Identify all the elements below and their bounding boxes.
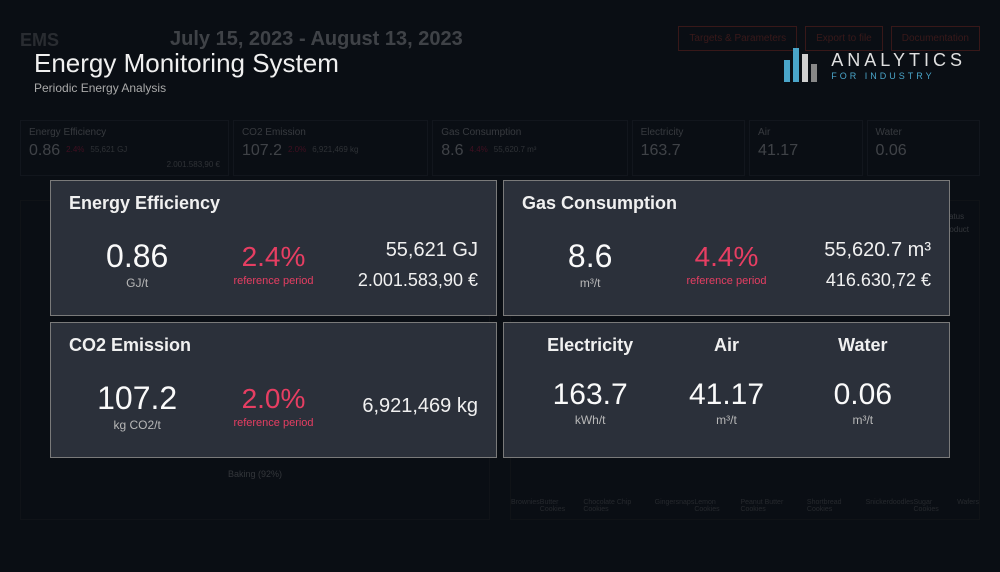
efficiency-delta-label: reference period: [205, 275, 341, 287]
page-title-block: Energy Monitoring System Periodic Energy…: [34, 48, 339, 95]
electricity-unit: kWh/t: [522, 413, 658, 427]
co2-delta: 2.0%: [205, 384, 341, 415]
efficiency-total-energy: 55,621 GJ: [342, 239, 478, 262]
gas-total-volume: 55,620.7 m³: [795, 239, 931, 262]
bg-kpi-label: Electricity: [641, 127, 736, 138]
card-title: CO2 Emission: [69, 335, 478, 356]
gas-value: 8.6: [522, 239, 658, 274]
gas-delta-label: reference period: [658, 275, 794, 287]
water-unit: m³/t: [795, 413, 931, 427]
bg-kpi-label: Energy Efficiency: [29, 127, 220, 138]
bg-kpi-label: CO2 Emission: [242, 127, 419, 138]
bg-kpi-row: Energy Efficiency 0.862.4%55,621 GJ 2.00…: [20, 120, 980, 176]
efficiency-unit: GJ/t: [69, 276, 205, 290]
efficiency-delta: 2.4%: [205, 242, 341, 273]
water-value: 0.06: [795, 378, 931, 411]
efficiency-value: 0.86: [69, 239, 205, 274]
electricity-value: 163.7: [522, 378, 658, 411]
water-title: Water: [795, 335, 931, 356]
card-title: Gas Consumption: [522, 193, 931, 214]
bg-kpi-label: Water: [876, 127, 971, 138]
brand-block: ANALYTICS FOR INDUSTRY: [784, 48, 966, 82]
page-subtitle: Periodic Energy Analysis: [34, 81, 339, 95]
gas-cost: 416.630,72 €: [795, 270, 931, 291]
targets-button[interactable]: Targets & Parameters: [678, 26, 797, 51]
gas-unit: m³/t: [522, 276, 658, 290]
bg-kpi-label: Air: [758, 127, 853, 138]
co2-delta-label: reference period: [205, 417, 341, 429]
card-co2-emission[interactable]: CO2 Emission 107.2 kg CO2/t 2.0% referen…: [50, 322, 497, 458]
bg-kpi-label: Gas Consumption: [441, 127, 618, 138]
air-unit: m³/t: [658, 413, 794, 427]
co2-total-mass: 6,921,469 kg: [342, 395, 478, 418]
air-value: 41.17: [658, 378, 794, 411]
card-utilities[interactable]: Electricity Air Water 163.7 kWh/t 41.17 …: [503, 322, 950, 458]
gas-delta: 4.4%: [658, 242, 794, 273]
card-energy-efficiency[interactable]: Energy Efficiency 0.86 GJ/t 2.4% referen…: [50, 180, 497, 316]
brand-line1: ANALYTICS: [831, 50, 966, 71]
brand-bars-icon: [784, 48, 817, 82]
card-title: Energy Efficiency: [69, 193, 478, 214]
co2-value: 107.2: [69, 381, 205, 416]
card-gas-consumption[interactable]: Gas Consumption 8.6 m³/t 4.4% reference …: [503, 180, 950, 316]
co2-unit: kg CO2/t: [69, 418, 205, 432]
page-title: Energy Monitoring System: [34, 48, 339, 79]
air-title: Air: [658, 335, 794, 356]
brand-line2: FOR INDUSTRY: [831, 71, 966, 81]
efficiency-cost: 2.001.583,90 €: [342, 270, 478, 291]
electricity-title: Electricity: [522, 335, 658, 356]
kpi-card-grid: Energy Efficiency 0.86 GJ/t 2.4% referen…: [50, 180, 950, 458]
